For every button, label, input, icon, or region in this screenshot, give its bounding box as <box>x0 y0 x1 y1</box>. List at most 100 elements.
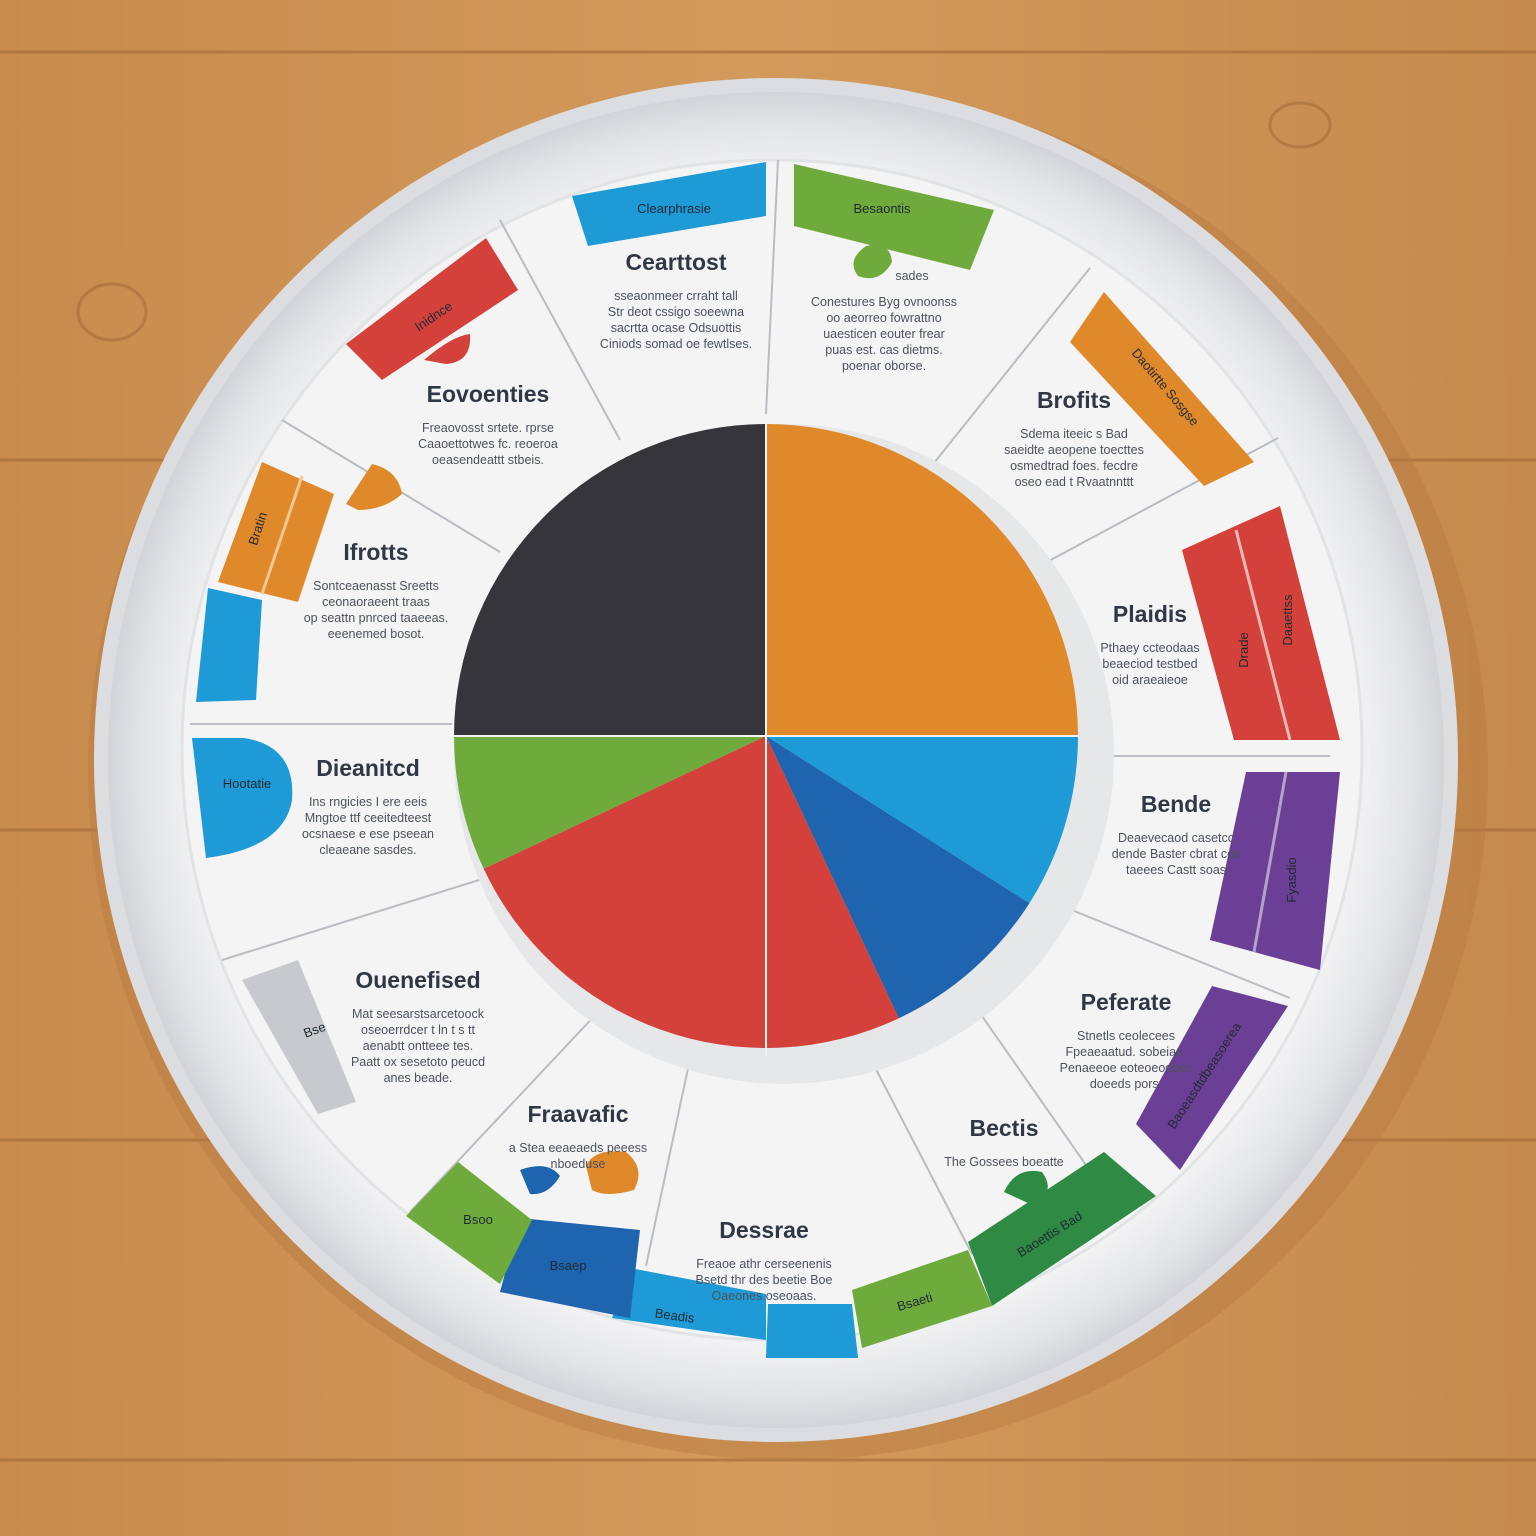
section-12: Ifrotts Sontceaenasst Sreetts ceonaoraeent… <box>304 539 449 641</box>
section-line: nboeduse <box>551 1157 606 1171</box>
section-4: Plaidis Pthaey ccteodaas beaeciod testbed o… <box>1100 601 1199 687</box>
section-line: Fpeaeaatud. sobeiae. <box>1066 1045 1187 1059</box>
svg-text:Besaontis: Besaontis <box>853 201 911 216</box>
section-line: Freaovosst srtete. rprse <box>422 421 554 435</box>
section-line: beaeciod testbed <box>1102 657 1197 671</box>
section-title: Bende <box>1141 791 1211 817</box>
section-title: Ifrotts <box>343 539 408 565</box>
divider-line <box>499 219 621 441</box>
section-line: The Gossees boeatte <box>944 1155 1064 1169</box>
svg-text:Clearphrasie: Clearphrasie <box>637 201 711 216</box>
pie-chart <box>454 414 1114 1084</box>
section-2: Conestures Byg ovnoonss oo aeorreo fowrat… <box>811 295 957 373</box>
section-11: Dieanitcd Ins rngicies I ere eeis Mngtoe t… <box>302 755 434 857</box>
section-line: taeees Castt soas <box>1126 863 1226 877</box>
section-line: Str deot cssigo soeewna <box>608 305 744 319</box>
section-line: Mat seesarstsarcetoock <box>352 1007 485 1021</box>
section-line: oo aeorreo fowrattno <box>826 311 941 325</box>
pie-slice-blue <box>766 736 1078 904</box>
section-line: Ins rngicies I ere eeis <box>309 795 427 809</box>
section-line: oeasendeattt stbeis. <box>432 453 544 467</box>
section-line: uaesticen eouter frear <box>823 327 945 341</box>
section-title: Fraavafic <box>527 1101 628 1127</box>
section-title: Brofits <box>1037 387 1111 413</box>
tab-green-bottom-left: Bsoo <box>406 1162 532 1284</box>
svg-text:Beadis: Beadis <box>654 1305 696 1325</box>
pie-slice-navy <box>766 736 1030 1019</box>
section-line: anes beade. <box>384 1071 453 1085</box>
section-line: doeeds pors. <box>1090 1077 1162 1091</box>
tab-red-top-left: Inidnce <box>346 238 518 380</box>
section-line: Ciniods somad oe fewtlses. <box>600 337 752 351</box>
section-line: osmedtrad foes. fecdre <box>1010 459 1138 473</box>
divider-line <box>645 1039 695 1267</box>
section-7: Bectis The Gossees boeatte <box>944 1115 1064 1169</box>
section-line: oid araeaieoe <box>1112 673 1188 687</box>
svg-text:Bse: Bse <box>301 1019 327 1041</box>
section-3: Brofits Sdema iteeic s Bad saeidte aeopene… <box>1004 387 1144 489</box>
section-line: poenar oborse. <box>842 359 926 373</box>
section-line: oseoerrdcer t ln t s tt <box>361 1023 475 1037</box>
tab-red-right: Drade Daaettss <box>1182 506 1340 741</box>
svg-text:Fyasdio: Fyasdio <box>1284 857 1299 903</box>
section-line: oseo ead t Rvaatnnttt <box>1015 475 1134 489</box>
tab-green-bottom: Bsaeti <box>852 1250 992 1348</box>
tab-green-top: Besaontis <box>794 164 994 270</box>
svg-text:Bsaep: Bsaep <box>550 1258 587 1273</box>
section-1: Cearttost sseaonmeer crraht tall Str deot … <box>600 249 752 351</box>
green-leaf-icon: sades <box>853 244 929 283</box>
section-text-blocks: Cearttost sseaonmeer crraht tall Str deot … <box>302 249 1240 1303</box>
section-title: Plaidis <box>1113 601 1187 627</box>
section-line: dende Baster cbrat cos <box>1112 847 1241 861</box>
section-title: Bectis <box>969 1115 1038 1141</box>
tab-blue-top: Clearphrasie <box>572 162 766 246</box>
section-line: Freaoe athr cerseenenis <box>696 1257 832 1271</box>
section-line: eeenemed bosot. <box>328 627 425 641</box>
section-line: Pthaey ccteodaas <box>1100 641 1199 655</box>
section-line: puas est. cas dietms. <box>825 343 942 357</box>
section-line: ceonaoraeent traas <box>322 595 430 609</box>
section-line: ocsnaese e ese pseean <box>302 827 434 841</box>
divider-line <box>929 267 1091 469</box>
section-13: Eovoenties Freaovosst srtete. rprse Caaoet… <box>418 381 558 467</box>
section-title: Cearttost <box>626 249 727 275</box>
pie-slice-charcoal <box>454 424 766 736</box>
tab-blue-bottom: Beadis <box>612 1268 858 1358</box>
section-line: Sontceaenasst Sreetts <box>313 579 439 593</box>
section-line: Sdema iteeic s Bad <box>1020 427 1128 441</box>
section-line: Penaeeoe eoteoeoddes <box>1060 1061 1193 1075</box>
section-line: cleaeane sasdes. <box>319 843 416 857</box>
tab-green-bottom-right: Baoettis Bad <box>968 1152 1156 1306</box>
divider-line <box>765 159 779 415</box>
section-line: aenabtt ontteee tes. <box>363 1039 474 1053</box>
section-line: a Stea eeaeaeds peeess <box>509 1141 647 1155</box>
section-title: Dieanitcd <box>316 755 420 781</box>
section-line: Deaevecaod casetcc <box>1118 831 1234 845</box>
section-dividers <box>190 159 1330 1267</box>
divider-line <box>1041 897 1291 999</box>
tab-blue-left-upper <box>196 588 262 702</box>
section-line: saeidte aeopene toecttes <box>1004 443 1144 457</box>
svg-text:Hootatie: Hootatie <box>223 776 271 791</box>
section-line: Oaeones oseoaas. <box>712 1289 817 1303</box>
section-title: Ouenefised <box>355 967 480 993</box>
section-line: op seattn pnrced taaeeas. <box>304 611 449 625</box>
section-line: sseaonmeer crraht tall <box>614 289 738 303</box>
section-10: Ouenefised Mat seesarstsarcetoock oseoerrd… <box>351 967 485 1085</box>
tab-blue-left: Hootatie <box>192 738 293 858</box>
tab-purple-right: Fyasdio <box>1210 771 1340 970</box>
pie-slice-green <box>454 736 766 869</box>
section-title: Eovoenties <box>427 381 550 407</box>
section-line: Caaoettotwes fc. reoeroa <box>418 437 558 451</box>
divider-line <box>409 1009 601 1213</box>
divider-line <box>865 1049 973 1255</box>
svg-text:sades: sades <box>895 269 928 283</box>
section-8: Dessrae Freaoe athr cerseenenis Bsetd thr … <box>696 1217 833 1303</box>
svg-text:Daaettss: Daaettss <box>1280 594 1295 646</box>
tab-navy-bottom-left: Bsaep <box>500 1151 640 1318</box>
section-6: Peferate Stnetls ceolecees Fpeaeaatud. sob… <box>1060 989 1193 1091</box>
svg-text:Drade: Drade <box>1236 632 1251 667</box>
section-line: sacrtta ocase Odsuottis <box>611 321 742 335</box>
section-line: Stnetls ceolecees <box>1077 1029 1175 1043</box>
section-title: Dessrae <box>719 1217 809 1243</box>
